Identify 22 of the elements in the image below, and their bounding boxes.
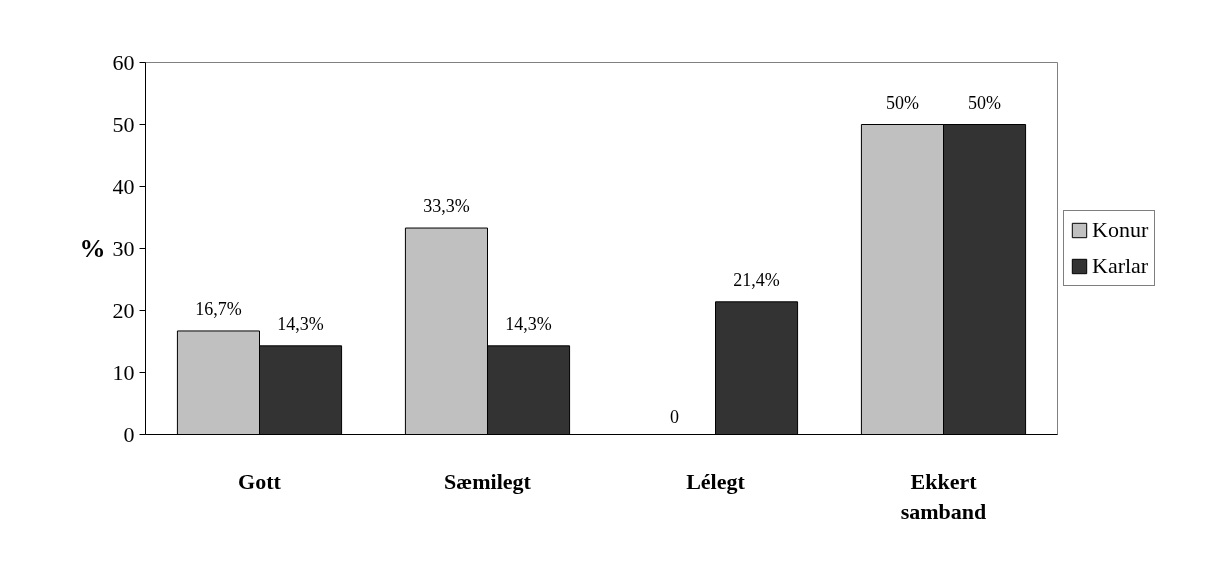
legend-label: Karlar [1092,253,1149,279]
y-tick-label: 20 [112,297,135,323]
data-label: 33,3% [423,196,470,217]
x-tick-label: Sæmilegt [444,468,532,494]
data-label: 50% [968,92,1002,113]
data-label: 21,4% [733,269,780,290]
y-tick-label: 40 [112,173,135,199]
legend-label: Konur [1092,217,1149,243]
data-label: 0 [669,406,679,427]
data-label: 14,3% [505,313,552,334]
x-tick-label: Gott [238,468,282,494]
y-tick-label: 50 [112,111,135,137]
y-tick-label: 30 [112,235,135,261]
data-label: 14,3% [277,313,324,334]
y-tick-label: 10 [112,359,135,385]
y-tick-label: 60 [112,49,135,75]
y-tick-label: 0 [123,421,135,447]
data-label: 50% [885,92,919,113]
x-tick-label: Lélegt [686,468,746,494]
y-axis-title: % [79,234,106,263]
x-tick-label: Ekkert samband [900,468,987,524]
data-label: 16,7% [195,298,242,319]
